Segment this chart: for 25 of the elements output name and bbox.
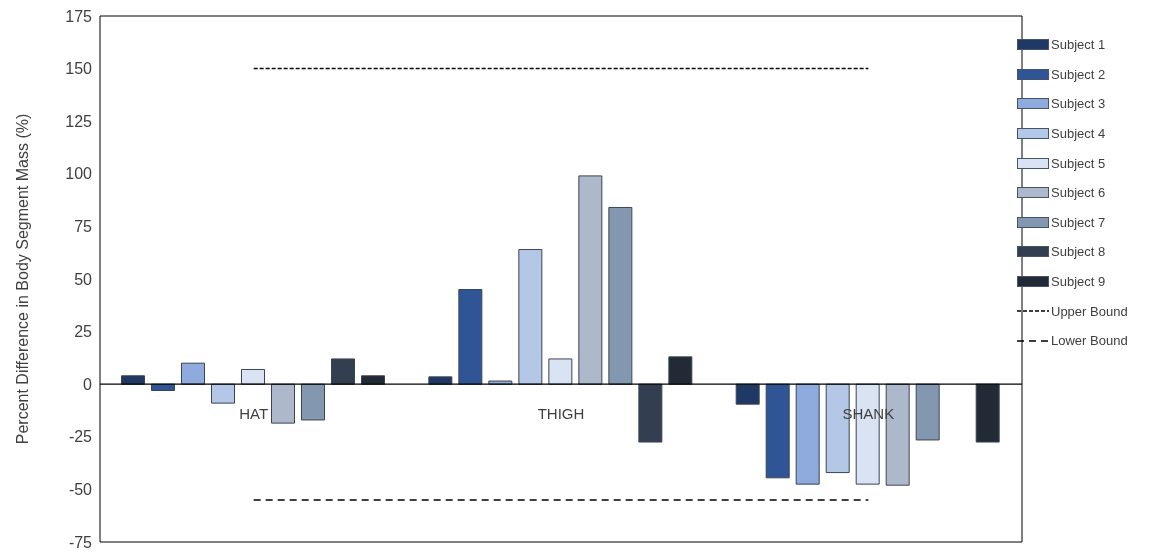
y-axis-title: Percent Difference in Body Segment Mass (%) [13,113,31,445]
y-tick-label: 50 [74,270,93,288]
legend-label: Lower Bound [1050,332,1129,351]
y-tick-label: -75 [68,533,93,551]
legend-label: Subject 2 [1050,65,1107,84]
x-tick-label: HAT [239,404,269,422]
legend-label: Upper Bound [1050,302,1129,321]
x-tick-label: THIGH [537,404,585,422]
y-tick-label: 25 [74,323,93,341]
legend-label: Subject 9 [1050,273,1107,292]
legend-label: Subject 1 [1050,36,1107,55]
legend-label: Subject 4 [1050,125,1107,144]
y-tick-label: 175 [65,7,93,25]
legend-label: Subject 6 [1050,184,1107,203]
y-tick-label: -25 [68,428,93,446]
legend-label: Subject 5 [1050,154,1107,173]
legend-label: Subject 7 [1050,213,1107,232]
y-tick-label: 125 [65,112,93,130]
y-tick-label: 100 [65,165,93,183]
y-tick-label: -50 [68,481,93,499]
y-tick-label: 75 [74,218,93,236]
y-tick-label: 0 [83,375,93,393]
legend-label: Subject 8 [1050,243,1107,262]
legend-label: Subject 3 [1050,95,1107,114]
y-tick-label: 150 [65,60,93,78]
